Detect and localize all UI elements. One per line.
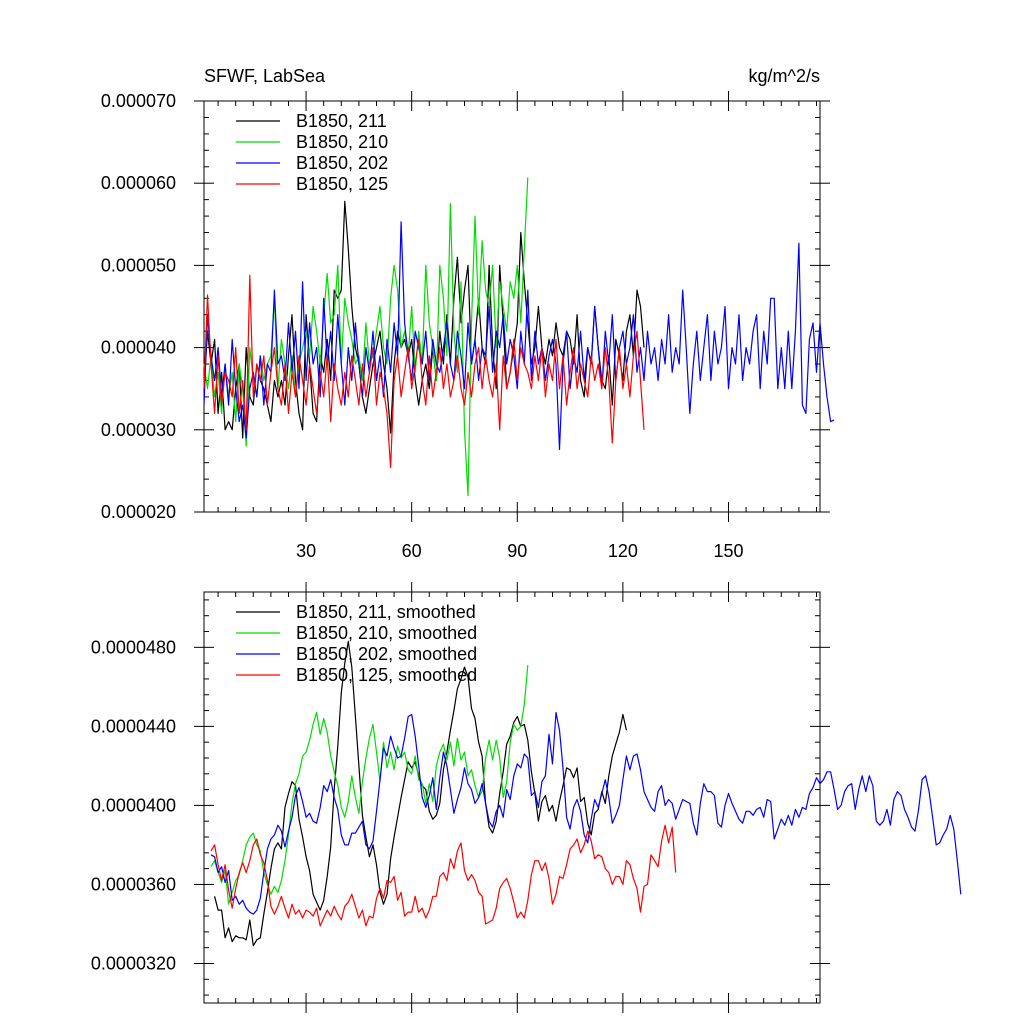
bottom-legend-label-3: B1850, 125, smoothed <box>296 665 477 685</box>
top-y-tick-label: 0.000060 <box>101 173 176 193</box>
bottom-legend-label-0: B1850, 211, smoothed <box>296 602 476 622</box>
top-legend-label-0: B1850, 211 <box>296 111 387 131</box>
bottom-legend-label-2: B1850, 202, smoothed <box>296 644 477 664</box>
top-plot-frame <box>203 100 821 513</box>
top-ticks-group: 30 60 90 120 150 0.000020 0.000030 0.000040 0.00… <box>101 91 830 561</box>
top-title-left: SFWF, LabSea <box>204 66 326 86</box>
bottom-series-line-3 <box>210 824 677 927</box>
bottom-y-tick-label: 0.0000400 <box>91 795 176 815</box>
bottom-y-tick-label: 0.0000320 <box>91 953 176 973</box>
top-legend-label-1: B1850, 210 <box>296 132 388 152</box>
top-y-tick-label: 0.000020 <box>101 502 176 522</box>
top-x-tick-label: 90 <box>507 541 527 561</box>
top-legend-label-2: B1850, 202 <box>296 153 388 173</box>
top-x-tick-label: 30 <box>296 541 316 561</box>
top-series-line-1 <box>203 177 529 497</box>
top-series-line-0 <box>203 200 645 439</box>
bottom-panel: 0.0000320 0.0000360 0.0000400 0.0000440 0.00… <box>91 582 962 1013</box>
bottom-y-tick-label: 0.0000480 <box>91 637 176 657</box>
bottom-series-group <box>210 640 962 947</box>
top-x-tick-label: 60 <box>402 541 422 561</box>
top-series-group <box>203 177 835 497</box>
bottom-legend-label-1: B1850, 210, smoothed <box>296 623 477 643</box>
top-x-tick-label: 120 <box>608 541 638 561</box>
top-panel: SFWF, LabSea kg/m^2/s 30 60 90 120 150 0.0000… <box>101 66 835 561</box>
top-y-tick-label: 0.000050 <box>101 255 176 275</box>
bottom-series-line-1 <box>210 665 529 905</box>
top-legend-label-3: B1850, 125 <box>296 174 388 194</box>
bottom-y-tick-label: 0.0000440 <box>91 716 176 736</box>
top-x-tick-label: 150 <box>713 541 743 561</box>
top-title-right: kg/m^2/s <box>749 66 820 86</box>
top-series-line-2 <box>203 221 835 451</box>
top-series-line-3 <box>203 274 645 469</box>
top-y-tick-label: 0.000070 <box>101 91 176 111</box>
top-y-tick-label: 0.000040 <box>101 338 176 358</box>
bottom-y-tick-label: 0.0000360 <box>91 874 176 894</box>
bottom-ticks-group: 0.0000320 0.0000360 0.0000400 0.0000440 0.00… <box>91 582 830 1013</box>
bottom-plot-frame <box>203 591 821 1004</box>
top-y-tick-label: 0.000030 <box>101 420 176 440</box>
